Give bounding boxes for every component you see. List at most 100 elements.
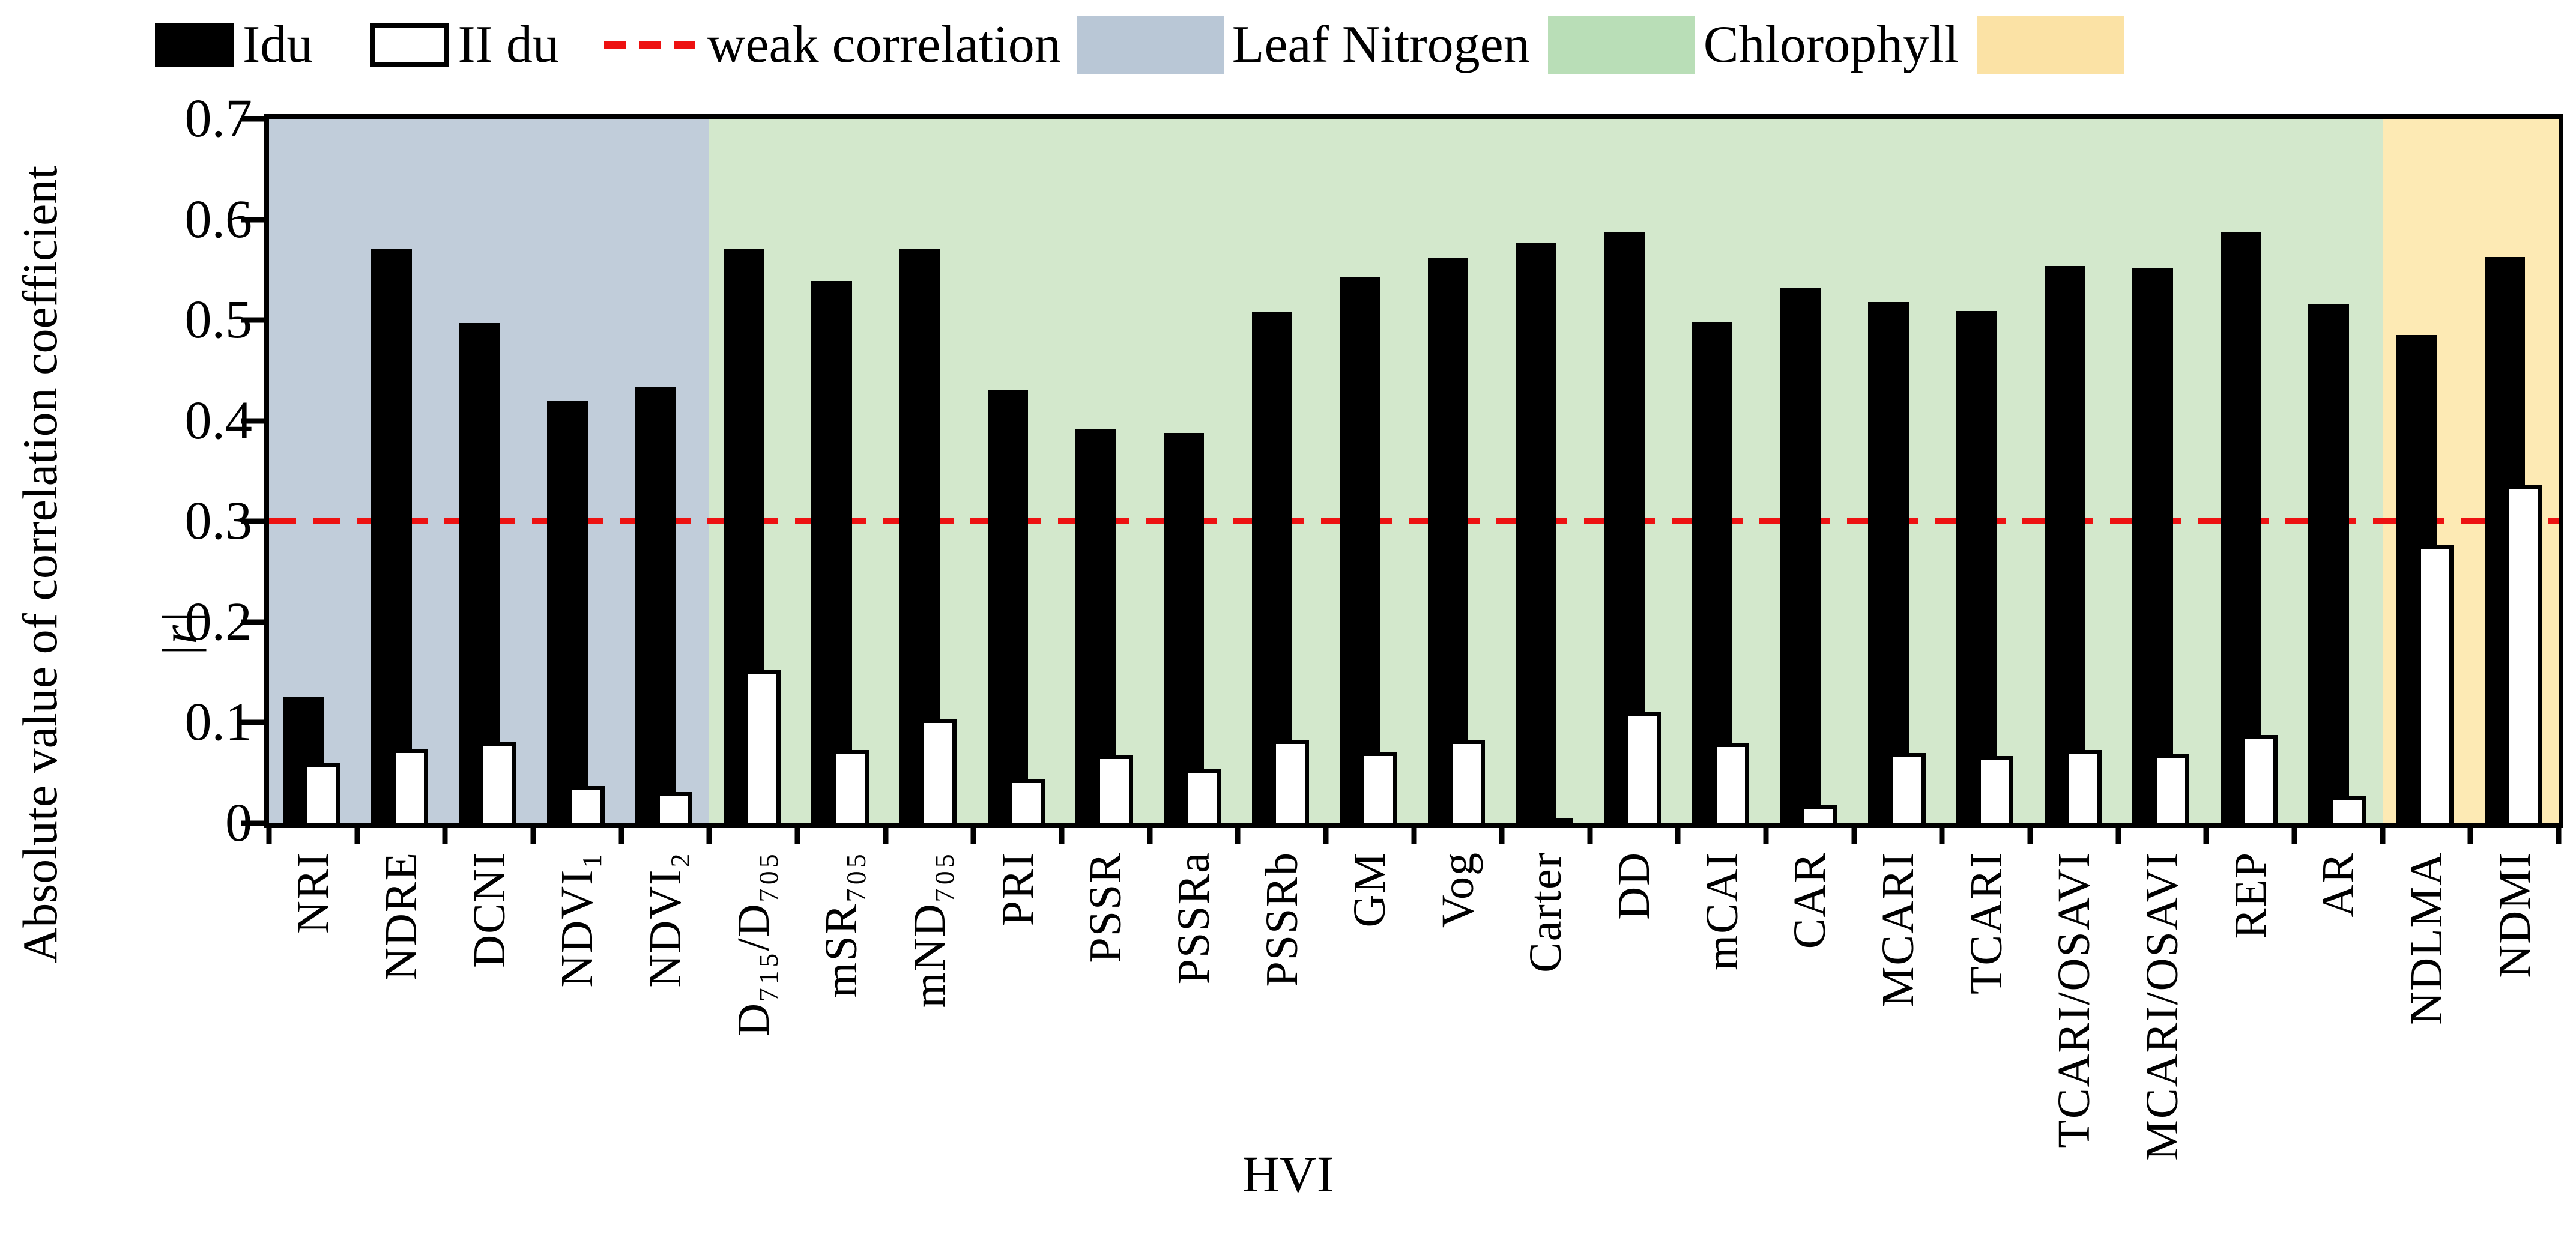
legend-item-weak-correlation: weak correlation bbox=[603, 16, 1061, 74]
bar-ii-du-ar bbox=[2329, 796, 2366, 823]
bar-group-tcari bbox=[1942, 119, 2030, 823]
bar-group-dcni bbox=[445, 119, 533, 823]
x-tick-23 bbox=[2291, 828, 2297, 844]
y-tick-0.3 bbox=[241, 518, 264, 524]
y-tick-0.4 bbox=[241, 418, 264, 424]
bar-ii-du-mcari-osavi bbox=[2152, 754, 2190, 823]
y-axis-labels: 0 0.1 0.2 0.3 0.4 0.5 0.6 0.7 bbox=[72, 92, 253, 850]
x-tick-5 bbox=[706, 828, 712, 844]
legend-item-iidu: II du bbox=[370, 19, 559, 71]
bar-idu-carter bbox=[1516, 243, 1557, 823]
bar-ii-du-tcari bbox=[1976, 755, 2014, 823]
bar-group-msr bbox=[797, 119, 886, 823]
x-label-mcari-osavi: MCARI/OSAVI bbox=[2137, 851, 2188, 1161]
bar-idu-pssra bbox=[1163, 432, 1205, 823]
x-label-msr: mSR₇₀₅ bbox=[816, 851, 867, 998]
y-tick-0.6 bbox=[241, 217, 264, 223]
bar-ii-du-msr bbox=[832, 749, 869, 823]
x-label-ndvi: NDVI₁ bbox=[552, 851, 603, 988]
bar-group-pssr bbox=[1062, 119, 1150, 823]
y-tick-label-0.6: 0.6 bbox=[184, 189, 253, 249]
x-tick-16 bbox=[1675, 828, 1681, 844]
y-tick-0.7 bbox=[241, 116, 264, 122]
bar-group-pri bbox=[973, 119, 1062, 823]
bar-ii-du-pssra bbox=[1184, 769, 1221, 823]
bar-group-mcari bbox=[1854, 119, 1943, 823]
legend-label-idu: Idu bbox=[243, 16, 313, 74]
x-tick-2 bbox=[442, 828, 448, 844]
x-tick-20 bbox=[2027, 828, 2033, 844]
bar-idu-mcai bbox=[1692, 322, 1733, 823]
x-tick-18 bbox=[1851, 828, 1857, 844]
x-tick-19 bbox=[1939, 828, 1945, 844]
bar-group-ndre bbox=[357, 119, 446, 823]
x-tick-7 bbox=[883, 828, 889, 844]
bar-group-rep bbox=[2206, 119, 2294, 823]
bar-idu-dcni bbox=[459, 323, 500, 823]
bar-ii-du-pssr bbox=[1096, 755, 1133, 823]
bar-idu-gm bbox=[1340, 277, 1380, 823]
x-label-dcni: DCNI bbox=[464, 851, 515, 968]
x-label-dd: DD bbox=[1609, 851, 1660, 920]
y-tick-0.2 bbox=[241, 619, 264, 625]
legend-item-yellow bbox=[1977, 16, 2132, 74]
bar-group-ndmi bbox=[2470, 119, 2559, 823]
idu-series-swatch bbox=[155, 23, 234, 67]
x-label-tcari: TCARI bbox=[1961, 851, 2012, 994]
bar-ii-du-vog bbox=[1448, 739, 1486, 823]
bar-idu-pssrb bbox=[1251, 312, 1293, 823]
bar-ii-du-mnd bbox=[919, 718, 957, 823]
x-label-ndmi: NDMI bbox=[2489, 851, 2540, 978]
y-tick-label-0.7: 0.7 bbox=[184, 89, 253, 148]
bar-group-d-d bbox=[709, 119, 797, 823]
x-axis-title: HVI bbox=[1242, 1145, 1334, 1203]
yellow-region-swatch bbox=[1977, 16, 2124, 74]
legend-item-leaf-nitrogen: Leaf Nitrogen bbox=[1076, 16, 1530, 74]
x-label-mcai: mCAI bbox=[1696, 851, 1747, 970]
x-label-mnd: mND₇₀₅ bbox=[904, 851, 955, 1008]
leaf-nitrogen-swatch bbox=[1076, 16, 1224, 74]
bar-group-car bbox=[1766, 119, 1854, 823]
legend-label-chlorophyll: Chlorophyll bbox=[1703, 16, 1959, 74]
legend-item-chlorophyll: Chlorophyll bbox=[1547, 16, 1959, 74]
y-tick-label-0.1: 0.1 bbox=[184, 692, 253, 752]
bar-ii-du-car bbox=[1800, 805, 1837, 823]
bar-group-mcai bbox=[1678, 119, 1766, 823]
iidu-series-swatch bbox=[370, 23, 450, 67]
bar-ii-du-mcari bbox=[1888, 752, 1926, 823]
bar-ii-du-ndmi bbox=[2505, 485, 2542, 823]
x-tick-24 bbox=[2380, 828, 2386, 844]
weak-correlation-dash-swatch bbox=[603, 41, 699, 49]
bar-idu-ndvi bbox=[635, 387, 676, 823]
bar-ii-du-ndvi bbox=[567, 786, 605, 823]
bar-group-gm bbox=[1326, 119, 1414, 823]
bar-idu-msr bbox=[811, 280, 852, 823]
bar-ii-du-tcari-osavi bbox=[2064, 749, 2102, 823]
x-label-ndre: NDRE bbox=[375, 851, 426, 981]
bar-group-tcari-osavi bbox=[2030, 119, 2118, 823]
x-label-tcari-osavi: TCARI/OSAVI bbox=[2049, 851, 2100, 1148]
bar-ii-du-gm bbox=[1360, 752, 1397, 823]
x-tick-22 bbox=[2203, 828, 2209, 844]
x-tick-12 bbox=[1323, 828, 1329, 844]
x-tick-0 bbox=[266, 828, 272, 844]
bar-idu-mcari bbox=[1868, 301, 1909, 823]
bar-ii-du-rep bbox=[2240, 734, 2278, 823]
x-label-pri: PRI bbox=[992, 851, 1043, 927]
bar-group-vog bbox=[1414, 119, 1502, 823]
bar-idu-rep bbox=[2220, 231, 2261, 823]
bar-group-nri bbox=[269, 119, 357, 823]
x-label-nri: NRI bbox=[288, 851, 339, 934]
bar-group-carter bbox=[1502, 119, 1590, 823]
legend-label-weak-correlation: weak correlation bbox=[707, 16, 1061, 74]
x-tick-1 bbox=[354, 828, 360, 844]
x-tick-25 bbox=[2467, 828, 2473, 844]
bar-ii-du-dcni bbox=[479, 742, 517, 823]
bar-ii-du-nri bbox=[303, 763, 340, 823]
bar-ii-du-dd bbox=[1624, 712, 1661, 823]
bar-idu-tcari-osavi bbox=[2044, 265, 2085, 823]
bar-ii-du-mcai bbox=[1712, 742, 1750, 823]
x-tick-6 bbox=[794, 828, 800, 844]
x-tick-10 bbox=[1147, 828, 1153, 844]
bar-group-ndvi bbox=[621, 119, 710, 823]
